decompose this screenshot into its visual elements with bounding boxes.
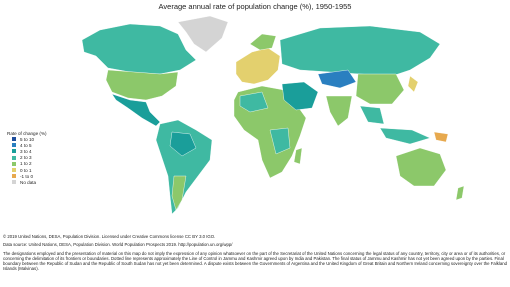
legend-label: No data — [20, 179, 37, 185]
legend-item: -1 to 0 — [7, 173, 47, 179]
legend-swatch — [12, 174, 16, 179]
footer: © 2019 United Nations, DESA, Population … — [3, 234, 507, 272]
north-africa — [239, 91, 269, 113]
southeast-asia — [359, 105, 385, 125]
scandinavia — [249, 33, 277, 51]
indonesia — [379, 127, 431, 145]
data-source: Data source: United Nations, DESA, Popul… — [3, 242, 233, 248]
mexico — [111, 93, 161, 127]
legend-item: 1 to 2 — [7, 161, 47, 167]
india — [325, 95, 353, 127]
legend-label: 2 to 3 — [20, 155, 32, 161]
legend-label: 0 to 1 — [20, 167, 32, 173]
greenland — [177, 15, 229, 53]
disclaimer: The designations employed and the presen… — [3, 250, 508, 272]
map-title: Average annual rate of population change… — [158, 2, 352, 11]
russia — [279, 25, 441, 77]
legend-label: 5 to 10 — [20, 136, 35, 142]
png — [433, 131, 449, 143]
legend-label: 4 to 5 — [20, 142, 32, 148]
australia — [395, 147, 447, 187]
legend-swatch — [12, 155, 16, 160]
brazil-north — [169, 131, 197, 157]
legend-item: 2 to 3 — [7, 155, 47, 161]
europe — [235, 47, 281, 85]
usa — [105, 69, 179, 101]
legend-label: -1 to 0 — [20, 173, 34, 179]
new-zealand — [455, 185, 465, 201]
legend-label: 1 to 2 — [20, 161, 32, 167]
argentina — [171, 175, 187, 211]
legend-item: 3 to 4 — [7, 148, 47, 154]
north-america-north — [81, 23, 197, 75]
legend-label: 3 to 4 — [20, 148, 32, 154]
legend-swatch — [12, 143, 16, 148]
legend-item: No data — [7, 179, 47, 185]
legend-title: Rate of change (%) — [7, 131, 47, 136]
china — [355, 73, 405, 105]
legend-swatch — [12, 168, 16, 173]
legend-item: 4 to 5 — [7, 142, 47, 148]
world-map — [81, 15, 465, 215]
legend-swatch — [12, 161, 16, 166]
legend-item: 5 to 10 — [7, 136, 47, 142]
madagascar — [293, 147, 303, 165]
legend-swatch — [12, 180, 16, 185]
legend-swatch — [12, 149, 16, 154]
japan — [407, 75, 419, 93]
middle-east — [281, 81, 319, 111]
legend-item: 0 to 1 — [7, 167, 47, 173]
central-asia — [317, 69, 357, 89]
legend-swatch — [12, 137, 16, 142]
copyright: © 2019 United Nations, DESA, Population … — [3, 234, 216, 239]
east-africa — [269, 127, 291, 155]
